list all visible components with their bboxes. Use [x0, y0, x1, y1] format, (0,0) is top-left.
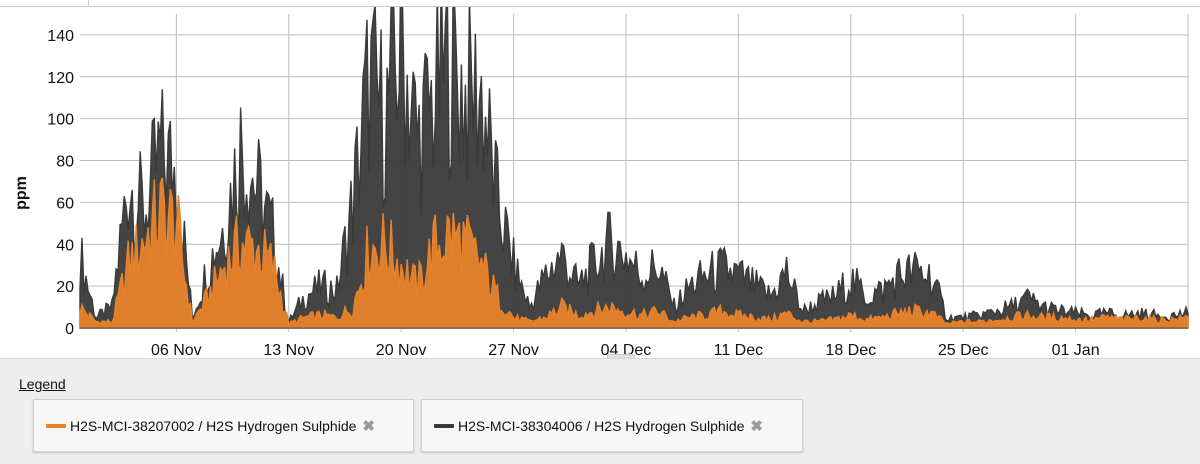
- x-tick-label: 20 Nov: [376, 342, 427, 355]
- line-chart[interactable]: 0 20 40 60 80 100 120 140 06 Nov 13 Nov 20 Nov 27 N…: [0, 7, 1200, 355]
- x-tick-label: 11 Dec: [714, 342, 764, 355]
- legend-panel: Legend H2S-MCI-38207002 / H2S Hydrogen S…: [0, 358, 1200, 464]
- y-tick-label: 60: [56, 195, 74, 212]
- y-tick-label: 80: [56, 154, 74, 171]
- y-tick-label: 140: [47, 28, 74, 45]
- top-border: [0, 6, 1200, 7]
- y-tick-label: 40: [56, 237, 74, 254]
- top-border-tick: [88, 0, 89, 7]
- x-tick-label: 27 Nov: [488, 342, 539, 355]
- x-tick-label: 25 Dec: [938, 342, 989, 355]
- legend-swatch-dark: [434, 423, 454, 428]
- x-tick-label: 01 Jan: [1052, 342, 1100, 355]
- legend-item-label: H2S-MCI-38304006 / H2S Hydrogen Sulphide: [458, 417, 745, 434]
- legend-swatch-orange: [46, 423, 66, 428]
- y-tick-label: 120: [47, 70, 74, 87]
- x-tick-label: 13 Nov: [263, 342, 314, 355]
- series-area-orange: [79, 177, 1189, 329]
- legend-item-orange[interactable]: H2S-MCI-38207002 / H2S Hydrogen Sulphide…: [33, 399, 414, 452]
- chart-panel: 0 20 40 60 80 100 120 140 06 Nov 13 Nov 20 Nov 27 N…: [0, 7, 1200, 355]
- legend-item-label: H2S-MCI-38207002 / H2S Hydrogen Sulphide: [70, 417, 357, 434]
- y-tick-label: 100: [47, 112, 74, 129]
- legend-item-dark[interactable]: H2S-MCI-38304006 / H2S Hydrogen Sulphide…: [421, 399, 803, 452]
- axes: 0 20 40 60 80 100 120 140 06 Nov 13 Nov 20 Nov 27 N…: [47, 28, 1188, 355]
- remove-icon[interactable]: ✖: [362, 417, 375, 435]
- x-tick-label: 06 Nov: [151, 342, 202, 355]
- remove-icon[interactable]: ✖: [750, 417, 763, 435]
- series-area-dark: [79, 7, 1189, 329]
- y-axis-label: ppm: [13, 176, 30, 210]
- x-tick-label: 18 Dec: [825, 342, 876, 355]
- y-tick-label: 0: [65, 321, 74, 338]
- y-tick-label: 20: [56, 279, 74, 296]
- legend-title: Legend: [19, 376, 66, 392]
- x-tick-label: 04 Dec: [601, 342, 652, 355]
- series-layer: [79, 7, 1189, 329]
